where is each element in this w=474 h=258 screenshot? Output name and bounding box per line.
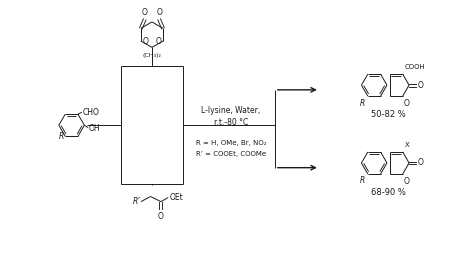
Text: O: O	[142, 7, 147, 17]
Text: L-lysine, Water,: L-lysine, Water,	[201, 106, 261, 115]
Text: O: O	[404, 177, 410, 186]
Text: R’: R’	[133, 197, 140, 206]
Text: CHO: CHO	[82, 108, 100, 117]
Text: 50-82 %: 50-82 %	[371, 110, 406, 119]
Text: COOH: COOH	[405, 64, 426, 70]
Text: O: O	[418, 158, 424, 167]
Text: R = H, OMe, Br, NO₂: R = H, OMe, Br, NO₂	[196, 140, 266, 146]
Text: OH: OH	[89, 124, 100, 133]
Text: O: O	[155, 37, 161, 45]
Text: O: O	[418, 81, 424, 90]
Text: R: R	[360, 99, 365, 108]
Text: r.t.-80 °C: r.t.-80 °C	[214, 118, 248, 127]
Text: O: O	[158, 212, 164, 221]
Text: O: O	[404, 100, 410, 108]
Text: O: O	[156, 7, 162, 17]
Text: R’ = COOEt, COOMe: R’ = COOEt, COOMe	[196, 151, 266, 157]
Text: X: X	[405, 142, 410, 148]
Text: R: R	[360, 176, 365, 185]
Text: (CH₃)₂: (CH₃)₂	[143, 53, 161, 58]
Text: OEt: OEt	[169, 193, 183, 202]
Text: 68-90 %: 68-90 %	[371, 188, 406, 197]
Text: O: O	[143, 37, 149, 45]
Text: R: R	[59, 132, 64, 141]
